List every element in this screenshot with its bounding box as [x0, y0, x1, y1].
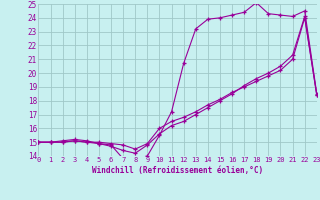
X-axis label: Windchill (Refroidissement éolien,°C): Windchill (Refroidissement éolien,°C) [92, 166, 263, 175]
